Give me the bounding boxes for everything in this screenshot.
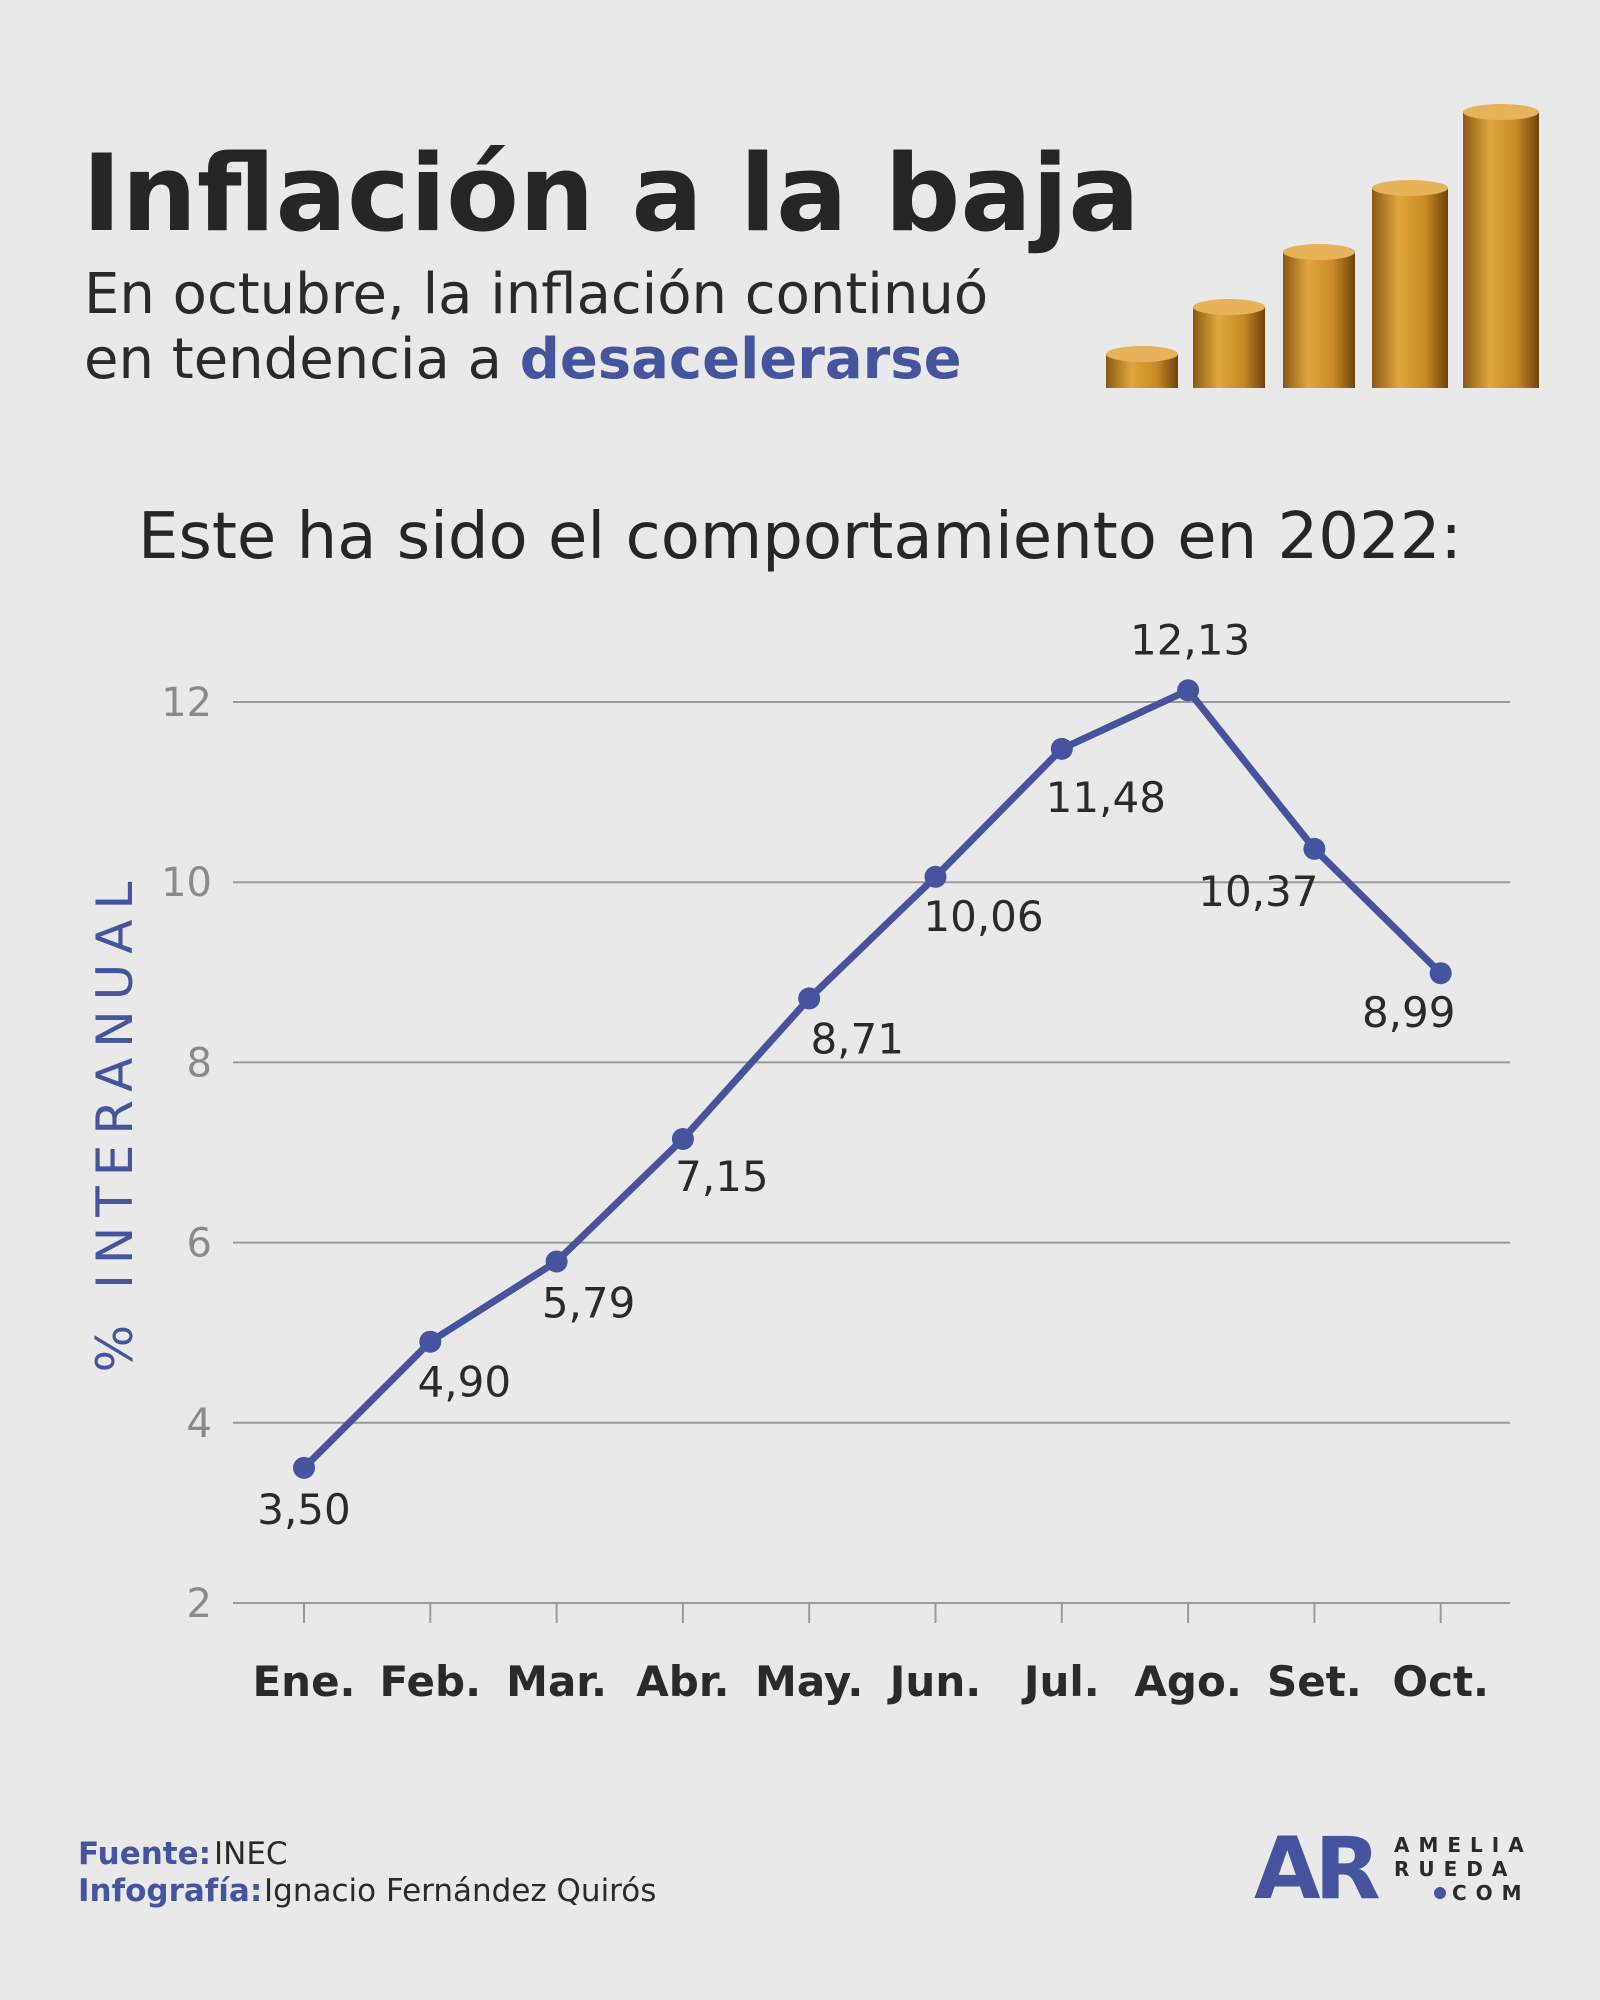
data-label: 10,37 <box>1198 867 1318 916</box>
y-tick-label: 4 <box>187 1401 212 1447</box>
data-label: 10,06 <box>923 892 1043 941</box>
line <box>301 686 1444 1471</box>
subtitle: en tendencia a desacelerarse <box>84 327 962 392</box>
point <box>671 1127 694 1150</box>
data-label: 12,13 <box>1130 615 1250 664</box>
point <box>1050 737 1073 760</box>
logo-text: AMELIA <box>1394 1833 1533 1857</box>
y-axis-label: % INTERANUAL <box>86 872 144 1373</box>
x-tick-label: Jun. <box>887 1657 981 1706</box>
point <box>924 865 947 888</box>
x-tick-label: Feb. <box>380 1657 482 1706</box>
x-tick-label: Abr. <box>636 1657 729 1706</box>
x-tick-label: Jul. <box>1021 1657 1100 1706</box>
data-label: 8,71 <box>810 1014 904 1063</box>
title: Inflación a la baja <box>82 132 1140 255</box>
y-tick-label: 6 <box>187 1221 212 1267</box>
y-tick-label: 10 <box>161 860 212 906</box>
point <box>1429 962 1452 985</box>
x-tick-label: Mar. <box>506 1657 607 1706</box>
x-tick-label: Ene. <box>252 1657 355 1706</box>
x-tick-label: Oct. <box>1392 1657 1489 1706</box>
logo: AR <box>1254 1819 1380 1919</box>
data-label: 8,99 <box>1362 988 1456 1037</box>
logo-text: RUEDA <box>1394 1857 1516 1881</box>
subtitle-highlight: desacelerarse <box>520 327 962 392</box>
x-tick-label: Ago. <box>1134 1657 1241 1706</box>
point <box>798 987 821 1010</box>
y-tick-label: 8 <box>187 1040 212 1086</box>
credit: Ignacio Fernández Quirós <box>264 1873 656 1909</box>
credit-label: Infografía: <box>78 1873 262 1909</box>
subtitle: En octubre, la inflación continuó <box>84 262 988 327</box>
logo-text: COM <box>1452 1881 1531 1905</box>
x-tick-label: Set. <box>1267 1657 1362 1706</box>
point <box>545 1250 568 1273</box>
coins-illustration <box>1106 104 1539 388</box>
subtitle-text: en tendencia a <box>84 327 520 392</box>
data-label: 5,79 <box>542 1279 636 1328</box>
source: INEC <box>214 1836 288 1872</box>
data-label: 11,48 <box>1046 773 1166 822</box>
data-label: 3,50 <box>257 1485 351 1534</box>
plot: 2 4 6 8 10 12 Ene. Feb. Mar. Abr. May. Jun. Jul. Ago.… <box>161 615 1510 1706</box>
y-tick-label: 12 <box>161 680 212 726</box>
data-label: 4,90 <box>418 1358 512 1407</box>
point <box>1303 837 1326 860</box>
source-label: Fuente: <box>78 1836 211 1872</box>
x-tick-label: May. <box>755 1657 863 1706</box>
logo-dot <box>1434 1887 1446 1899</box>
chart-heading: Este ha sido el comportamiento en 2022: <box>138 500 1462 574</box>
y-tick-label: 2 <box>187 1581 212 1627</box>
point <box>419 1330 442 1353</box>
data-label: 7,15 <box>675 1152 769 1201</box>
point <box>1177 679 1200 702</box>
point <box>293 1456 315 1479</box>
